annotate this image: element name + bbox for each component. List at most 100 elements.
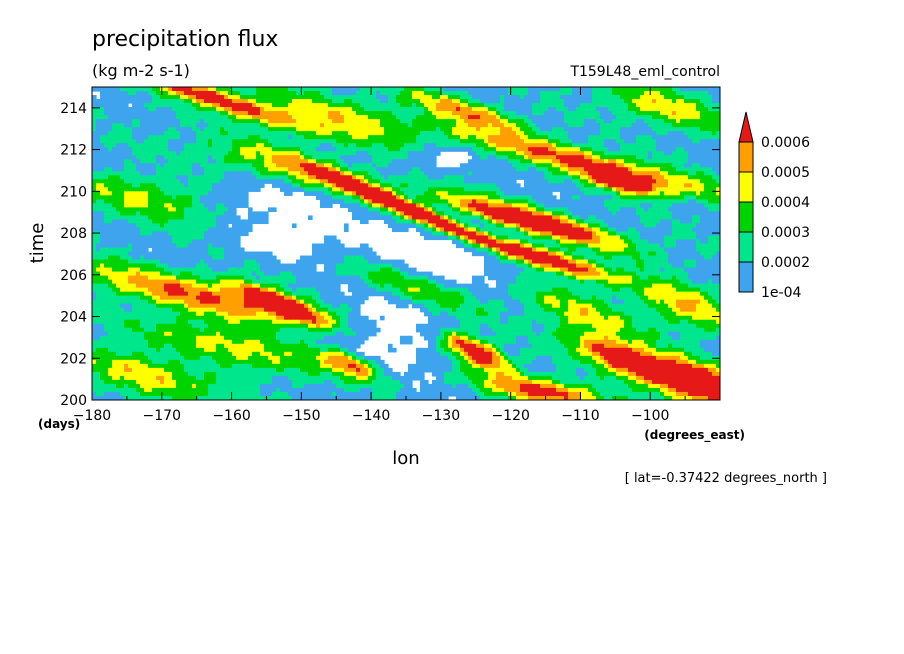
field-cell: [144, 139, 149, 144]
field-cell: [196, 111, 201, 116]
field-cell: [252, 179, 257, 184]
field-cell: [192, 147, 197, 152]
field-cell: [112, 87, 117, 92]
field-cell: [304, 175, 309, 180]
field-cell: [376, 159, 381, 164]
field-cell: [628, 147, 633, 152]
field-cell: [224, 159, 229, 164]
field-cell: [584, 111, 589, 116]
field-cell: [496, 87, 501, 92]
field-cell: [188, 115, 193, 120]
field-cell: [384, 179, 389, 184]
field-cell: [296, 167, 301, 172]
field-cell: [660, 91, 665, 96]
field-cell: [468, 179, 473, 184]
field-cell: [364, 143, 369, 148]
field-cell: [548, 143, 553, 148]
field-cell: [356, 175, 361, 180]
field-cell: [520, 103, 525, 108]
field-cell: [692, 211, 697, 217]
field-cell: [176, 147, 181, 152]
field-cell: [412, 171, 417, 176]
field-cell: [468, 175, 473, 180]
field-cell: [652, 107, 657, 112]
field-cell: [376, 91, 381, 96]
field-cell: [104, 203, 109, 208]
field-cell: [296, 143, 301, 148]
field-cell: [220, 127, 225, 132]
field-cell: [528, 207, 533, 212]
field-cell: [312, 191, 317, 196]
field-cell: [216, 143, 221, 148]
field-cell: [436, 211, 441, 217]
field-cell: [656, 215, 661, 221]
field-cell: [588, 171, 593, 176]
field-cell: [164, 147, 169, 152]
field-cell: [440, 91, 445, 96]
field-cell: [604, 179, 609, 184]
field-cell: [360, 183, 365, 188]
field-cell: [512, 167, 517, 172]
field-cell: [460, 195, 465, 200]
field-cell: [128, 163, 133, 168]
field-cell: [172, 91, 177, 96]
field-cell: [228, 99, 233, 104]
field-cell: [280, 167, 285, 172]
field-cell: [548, 95, 553, 100]
field-cell: [572, 147, 577, 152]
field-cell: [660, 123, 665, 128]
field-cell: [580, 131, 585, 136]
field-cell: [164, 139, 169, 144]
field-cell: [560, 187, 565, 192]
field-cell: [544, 143, 549, 148]
field-cell: [436, 87, 441, 92]
field-cell: [684, 151, 689, 156]
field-cell: [384, 87, 389, 92]
field-cell: [152, 207, 157, 212]
field-cell: [588, 187, 593, 192]
field-cell: [628, 111, 633, 116]
field-cell: [456, 119, 461, 124]
field-cell: [372, 123, 377, 128]
field-cell: [640, 175, 645, 180]
field-cell: [432, 215, 437, 221]
field-cell: [108, 163, 113, 168]
field-cell: [472, 143, 477, 148]
field-cell: [376, 103, 381, 108]
field-cell: [356, 171, 361, 176]
field-cell: [248, 111, 253, 116]
field-cell: [556, 139, 561, 144]
field-cell: [660, 147, 665, 152]
field-cell: [692, 107, 697, 112]
field-cell: [268, 131, 273, 136]
field-cell: [656, 187, 661, 192]
field-cell: [280, 99, 285, 104]
field-cell: [348, 155, 353, 160]
field-cell: [628, 215, 633, 221]
field-cell: [604, 95, 609, 100]
field-cell: [384, 155, 389, 160]
field-cell: [628, 207, 633, 212]
field-cell: [436, 127, 441, 132]
field-cell: [252, 187, 257, 192]
field-cell: [556, 119, 561, 124]
field-cell: [112, 187, 117, 192]
field-cell: [104, 115, 109, 120]
field-cell: [284, 183, 289, 188]
field-cell: [476, 167, 481, 172]
field-cell: [632, 115, 637, 120]
field-cell: [360, 119, 365, 124]
field-cell: [648, 163, 653, 168]
field-cell: [360, 171, 365, 176]
field-cell: [372, 175, 377, 180]
field-cell: [108, 179, 113, 184]
field-cell: [432, 107, 437, 112]
field-cell: [620, 215, 625, 221]
field-cell: [516, 191, 521, 196]
field-cell: [124, 215, 129, 221]
field-cell: [200, 119, 205, 124]
field-cell: [420, 211, 425, 217]
field-cell: [384, 215, 389, 221]
field-cell: [228, 203, 233, 208]
field-cell: [552, 135, 557, 140]
